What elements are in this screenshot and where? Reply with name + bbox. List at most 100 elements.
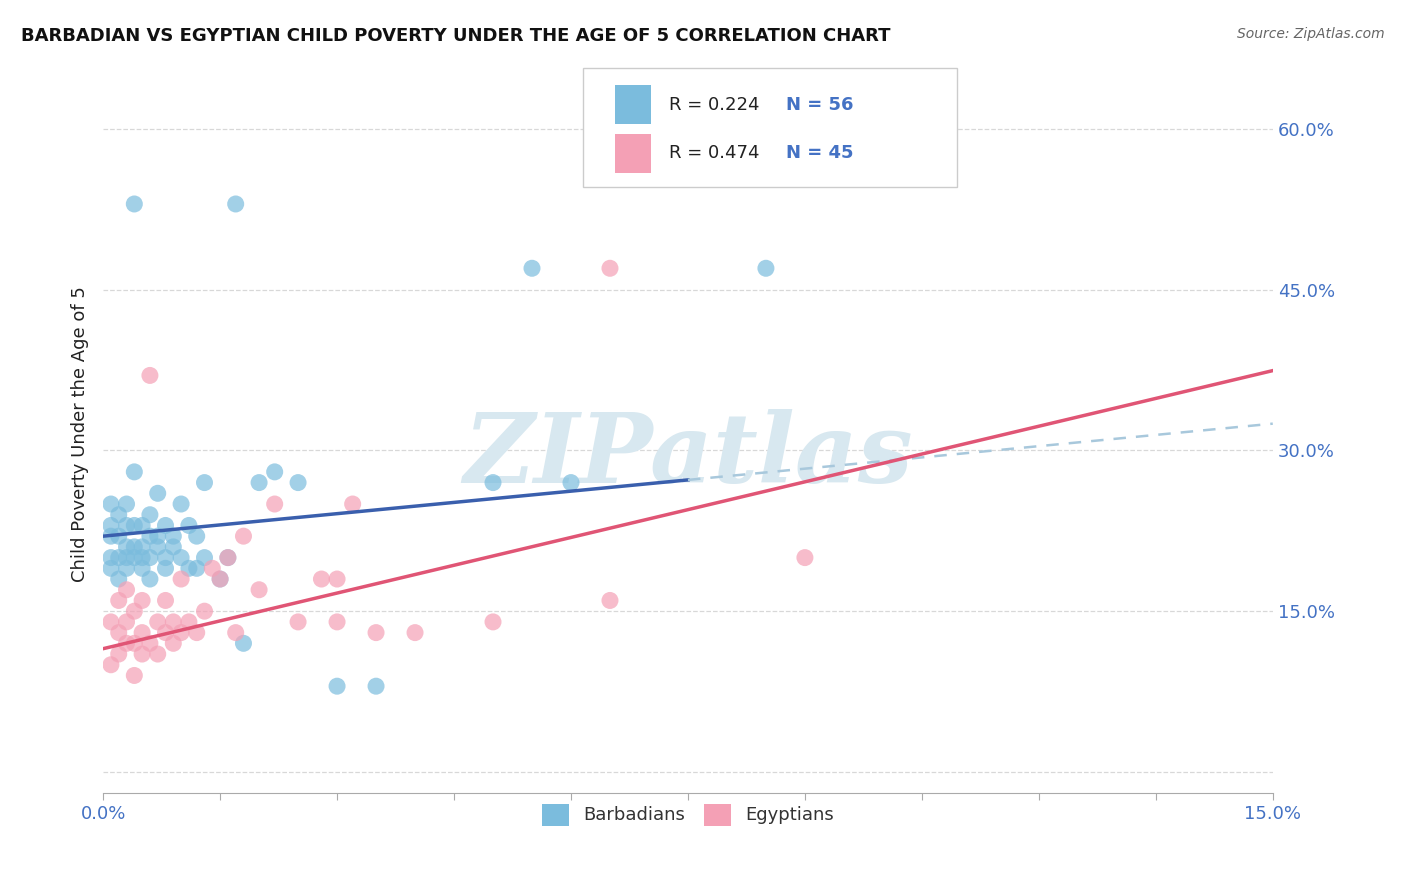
Point <box>115 550 138 565</box>
Point <box>115 561 138 575</box>
Point <box>100 615 122 629</box>
Point <box>146 486 169 500</box>
Point <box>155 561 177 575</box>
Point <box>115 540 138 554</box>
Text: N = 56: N = 56 <box>786 95 853 113</box>
Point <box>326 679 349 693</box>
Point <box>599 261 621 276</box>
Point <box>100 550 122 565</box>
Point <box>177 561 200 575</box>
Point <box>146 615 169 629</box>
Point <box>124 550 146 565</box>
Point <box>100 561 122 575</box>
Point <box>287 475 309 490</box>
Point <box>177 615 200 629</box>
Point <box>263 465 285 479</box>
Point <box>177 518 200 533</box>
Point <box>139 572 162 586</box>
Text: ZIPatlas: ZIPatlas <box>463 409 912 503</box>
Point <box>263 497 285 511</box>
Point <box>520 261 543 276</box>
Point <box>186 625 208 640</box>
Point <box>100 529 122 543</box>
Text: Source: ZipAtlas.com: Source: ZipAtlas.com <box>1237 27 1385 41</box>
Point <box>139 368 162 383</box>
Point <box>100 657 122 672</box>
Point <box>124 197 146 211</box>
Point <box>131 550 153 565</box>
Point <box>131 561 153 575</box>
Point <box>170 572 193 586</box>
Point <box>217 550 239 565</box>
Point <box>170 497 193 511</box>
Point <box>209 572 232 586</box>
Point <box>115 615 138 629</box>
Point <box>326 572 349 586</box>
Point <box>162 615 184 629</box>
Point <box>232 529 254 543</box>
Point <box>100 497 122 511</box>
Text: R = 0.224: R = 0.224 <box>669 95 759 113</box>
Point <box>209 572 232 586</box>
Point <box>311 572 333 586</box>
Point <box>482 615 505 629</box>
Point <box>139 508 162 522</box>
Legend: Barbadians, Egyptians: Barbadians, Egyptians <box>533 795 842 835</box>
Point <box>124 465 146 479</box>
Point <box>342 497 364 511</box>
Point <box>107 550 129 565</box>
Point <box>287 615 309 629</box>
Point <box>482 475 505 490</box>
Point <box>201 561 224 575</box>
Point <box>115 497 138 511</box>
Point <box>599 593 621 607</box>
Point <box>155 593 177 607</box>
Point <box>139 529 162 543</box>
Point <box>115 518 138 533</box>
Point <box>131 518 153 533</box>
Point <box>225 197 247 211</box>
Point <box>131 647 153 661</box>
Point <box>146 540 169 554</box>
Point <box>232 636 254 650</box>
Point <box>131 540 153 554</box>
Point <box>139 636 162 650</box>
FancyBboxPatch shape <box>616 85 651 124</box>
Point <box>146 647 169 661</box>
Point <box>193 604 215 618</box>
Point <box>170 625 193 640</box>
Point <box>146 529 169 543</box>
Point <box>193 475 215 490</box>
Point <box>100 518 122 533</box>
Point <box>170 550 193 565</box>
Point <box>107 625 129 640</box>
Point <box>186 529 208 543</box>
Point <box>131 593 153 607</box>
Point <box>155 550 177 565</box>
Point <box>247 582 270 597</box>
Y-axis label: Child Poverty Under the Age of 5: Child Poverty Under the Age of 5 <box>72 286 89 582</box>
Point <box>115 582 138 597</box>
FancyBboxPatch shape <box>582 68 957 186</box>
Point <box>107 593 129 607</box>
Text: N = 45: N = 45 <box>786 145 853 162</box>
Point <box>124 636 146 650</box>
Point <box>115 636 138 650</box>
Point <box>155 518 177 533</box>
Point <box>193 550 215 565</box>
Point <box>404 625 426 640</box>
Point <box>217 550 239 565</box>
Point <box>155 625 177 640</box>
Point <box>124 518 146 533</box>
Point <box>107 508 129 522</box>
Point <box>560 475 582 490</box>
Point <box>124 604 146 618</box>
Point <box>124 668 146 682</box>
Point <box>364 679 387 693</box>
Text: R = 0.474: R = 0.474 <box>669 145 759 162</box>
Point <box>162 540 184 554</box>
FancyBboxPatch shape <box>616 134 651 173</box>
Point <box>793 550 815 565</box>
Text: BARBADIAN VS EGYPTIAN CHILD POVERTY UNDER THE AGE OF 5 CORRELATION CHART: BARBADIAN VS EGYPTIAN CHILD POVERTY UNDE… <box>21 27 890 45</box>
Point <box>162 636 184 650</box>
